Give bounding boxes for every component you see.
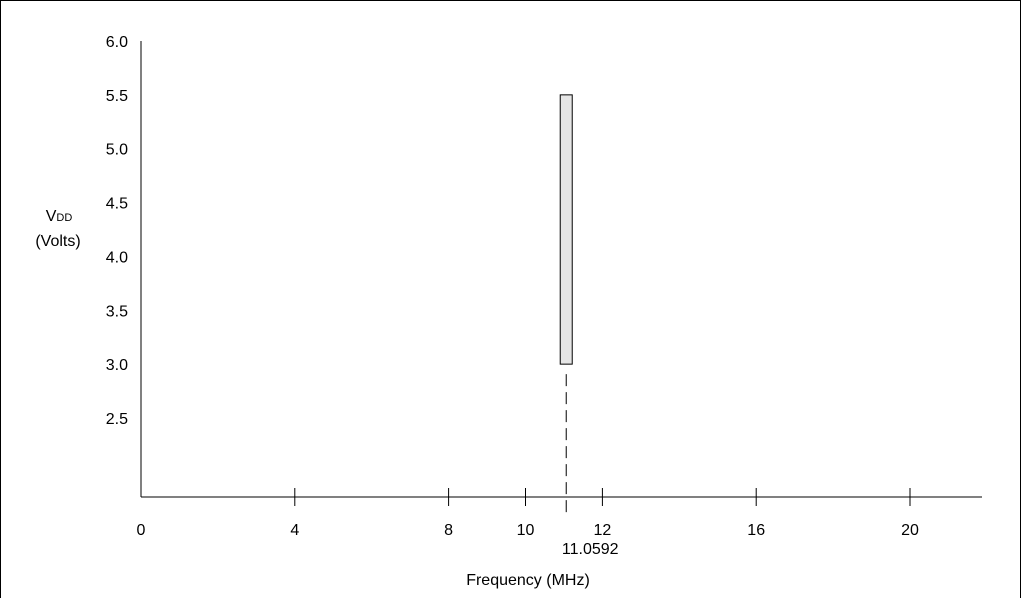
y-tick-label: 3.5 xyxy=(106,303,128,320)
axes xyxy=(140,41,982,498)
x-tick-label: 8 xyxy=(444,522,453,539)
y-tick-label: 2.5 xyxy=(106,411,128,428)
y-tick-label: 6.0 xyxy=(106,34,128,51)
x-tick-label: 12 xyxy=(594,522,612,539)
y-axis-symbol: V xyxy=(46,208,57,225)
frequency-annotation-label: 11.0592 xyxy=(562,541,619,558)
y-axis-subscript: DD xyxy=(56,212,72,224)
y-tick-label: 5.5 xyxy=(106,88,128,105)
x-ticks: 0 4 8 10 12 16 20 xyxy=(137,488,919,539)
y-axis-title: VDD xyxy=(46,208,73,225)
x-axis-title: Frequency (MHz) xyxy=(466,572,590,589)
x-tick-label: 0 xyxy=(137,522,146,539)
y-axis-units: (Volts) xyxy=(35,233,80,250)
x-tick-label: 20 xyxy=(901,522,919,539)
y-tick-label: 4.0 xyxy=(106,249,128,266)
y-tick-label: 3.0 xyxy=(106,357,128,374)
x-tick-label: 10 xyxy=(517,522,535,539)
operating-range-bar xyxy=(559,94,573,365)
y-ticks: 2.5 3.0 3.5 4.0 4.5 5.0 5.5 6.0 xyxy=(106,34,128,428)
x-tick-label: 16 xyxy=(747,522,765,539)
plot-marks: 11.0592 xyxy=(559,94,619,558)
y-tick-label: 4.5 xyxy=(106,196,128,213)
x-tick-label: 4 xyxy=(290,522,299,539)
y-tick-label: 5.0 xyxy=(106,142,128,159)
